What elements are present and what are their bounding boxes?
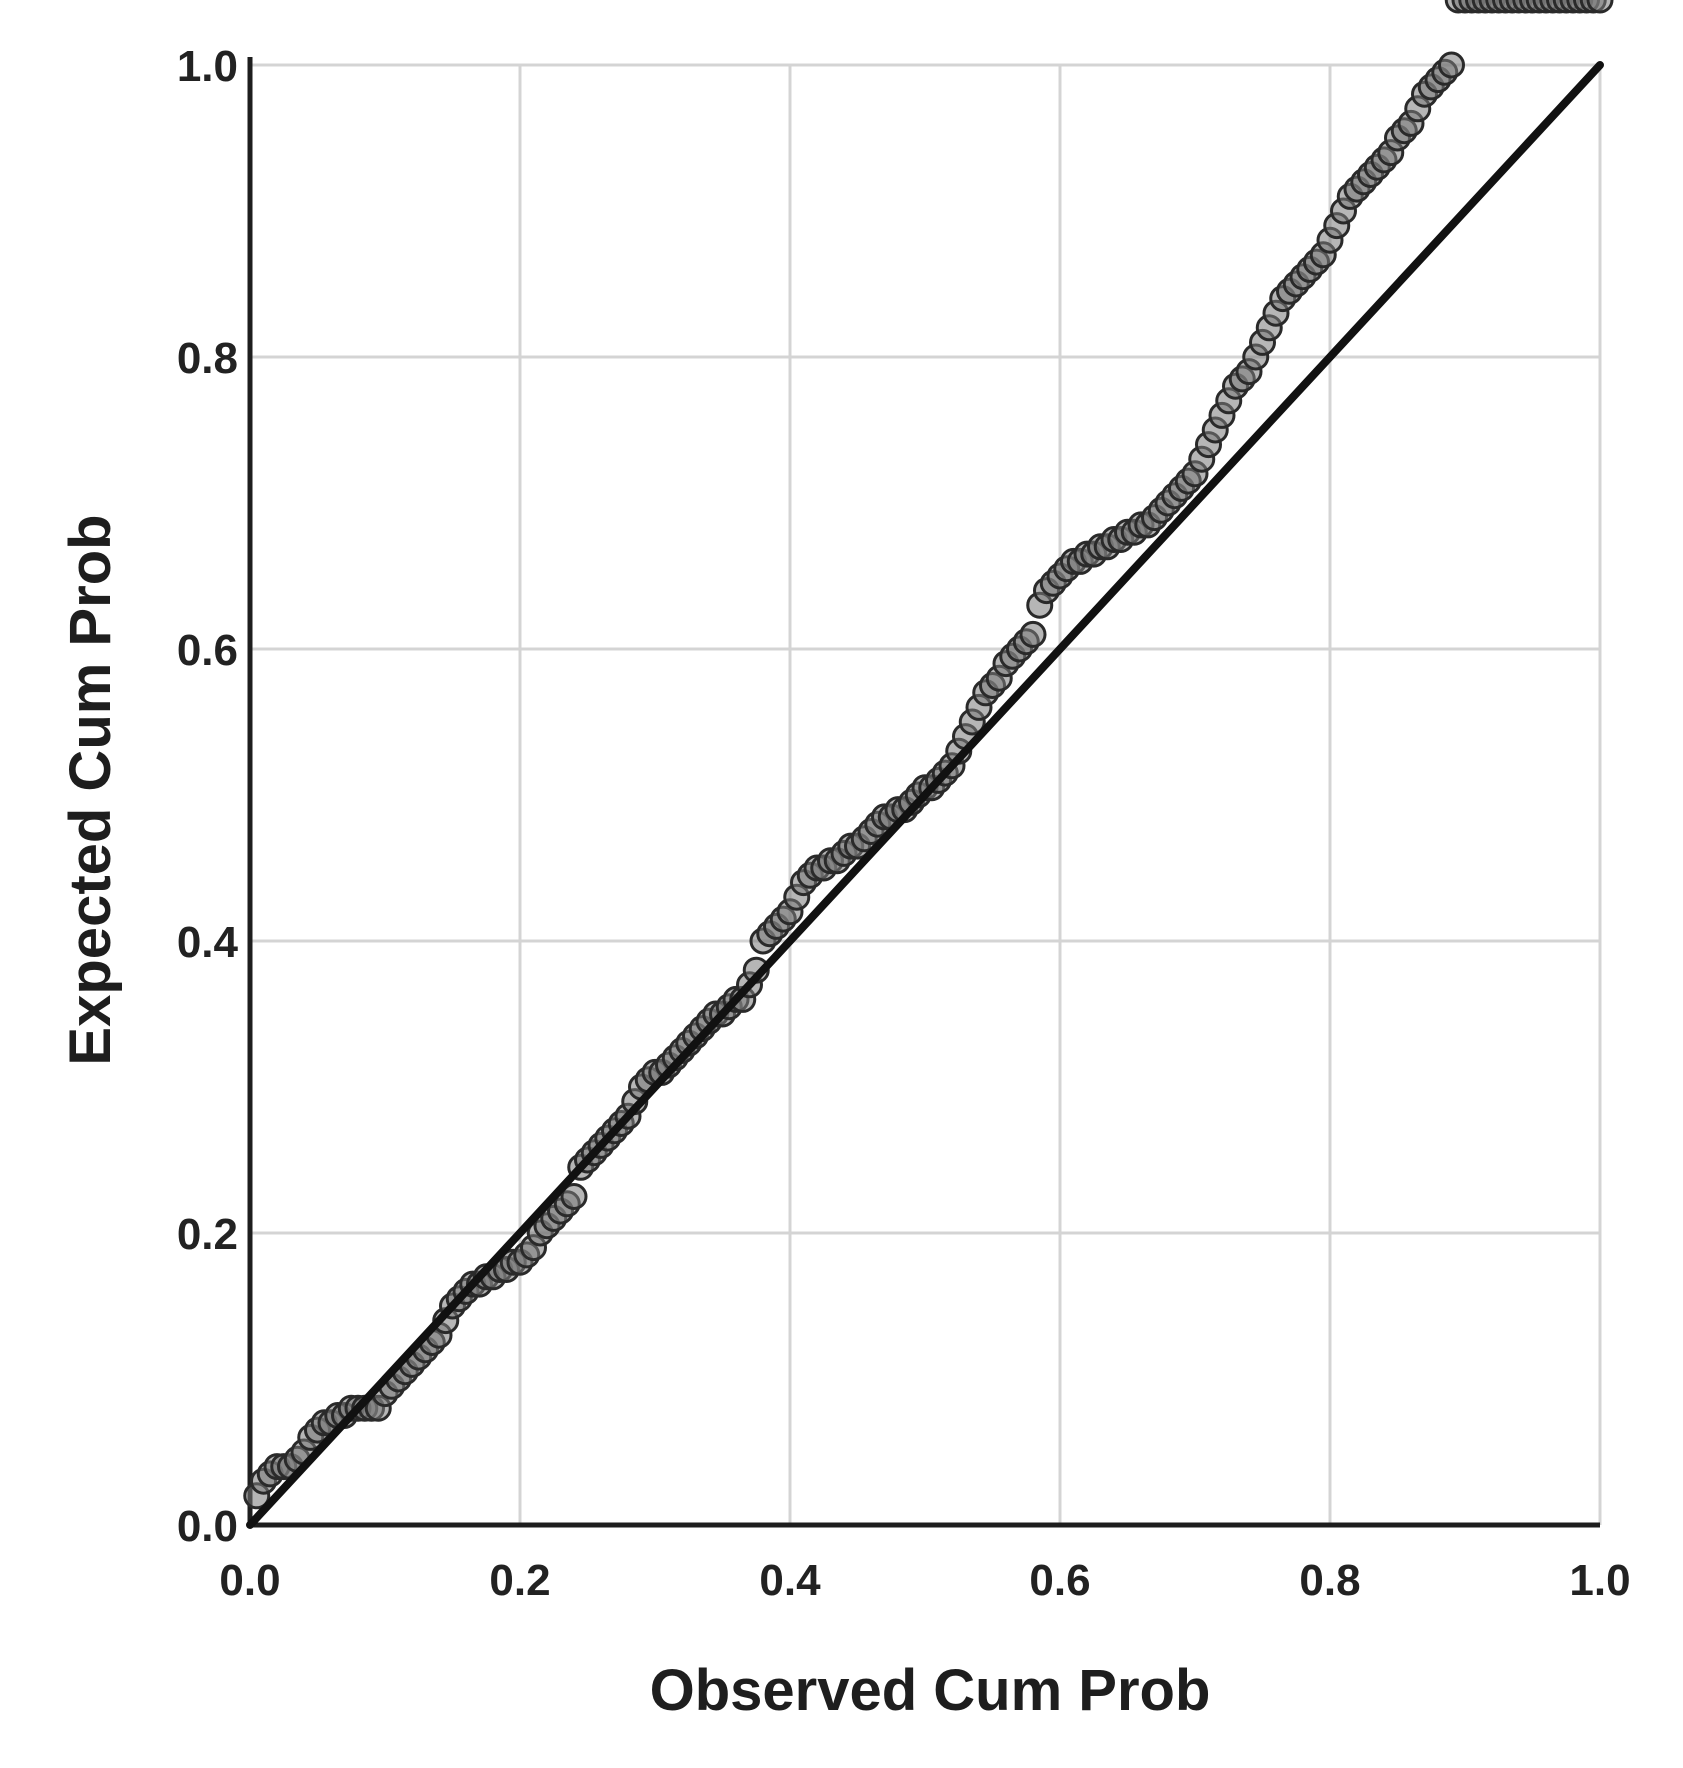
x-tick-label: 0.8 — [1299, 1556, 1360, 1605]
y-tick-label: 0.2 — [177, 1210, 238, 1259]
x-tick-label: 0.0 — [219, 1556, 280, 1605]
axis-layer — [247, 57, 1600, 1528]
y-tick-label: 1.0 — [177, 42, 238, 91]
x-tick-label: 0.6 — [1029, 1556, 1090, 1605]
y-axis-title: Expected Cum Prob — [58, 514, 123, 1065]
data-point — [1019, 620, 1047, 648]
reference-line — [246, 61, 1604, 1529]
data-point — [1438, 51, 1465, 79]
x-axis-title: Observed Cum Prob — [650, 1658, 1211, 1723]
y-tick-label: 0.0 — [177, 1502, 238, 1551]
y-tick-label: 0.4 — [177, 918, 239, 967]
x-tick-label: 0.2 — [489, 1556, 550, 1605]
y-tick-label: 0.6 — [177, 626, 238, 675]
reference-line-layer — [246, 61, 1604, 1529]
y-tick-label: 0.8 — [177, 334, 238, 383]
data-point — [1586, 0, 1614, 14]
grid-layer — [250, 63, 1602, 1525]
tick-label-layer: 0.0 0.2 0.4 0.6 0.8 1.0 0.0 0.2 0.4 0.6 0.8 1.0 — [177, 42, 1631, 1605]
x-tick-label: 0.4 — [759, 1556, 821, 1605]
data-point-layer — [243, 0, 1614, 1510]
data-point — [560, 1183, 588, 1210]
x-tick-label: 1.0 — [1569, 1556, 1630, 1605]
